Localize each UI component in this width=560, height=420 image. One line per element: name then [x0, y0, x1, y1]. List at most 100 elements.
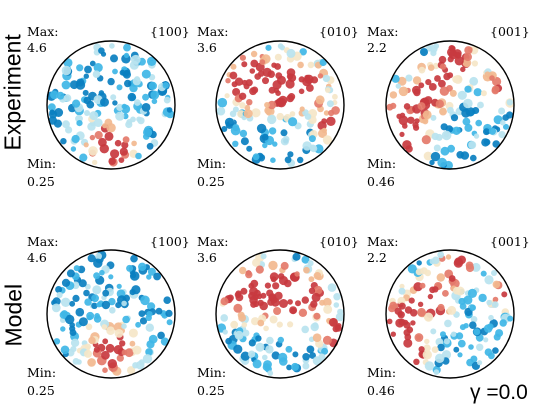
- pole-point: [87, 254, 96, 263]
- pole-point: [295, 300, 301, 307]
- pole-point: [310, 145, 318, 153]
- pole-point: [421, 135, 431, 145]
- pole-point: [429, 258, 436, 265]
- pole-point: [500, 119, 506, 126]
- pole-point: [84, 298, 92, 306]
- pole-point: [297, 156, 304, 164]
- pole-point: [272, 282, 280, 290]
- pole-point: [309, 352, 316, 359]
- pole-point: [145, 348, 153, 356]
- pole-point: [72, 99, 81, 108]
- min-value: 0.25: [197, 174, 225, 189]
- row-label-experiment: Experiment: [0, 34, 26, 151]
- pole-point: [285, 345, 293, 353]
- pole-point: [506, 111, 514, 119]
- pole-point: [62, 120, 70, 129]
- pole-point: [307, 260, 314, 267]
- pole-point: [122, 136, 130, 144]
- pole-figure-outline: [385, 40, 515, 170]
- pole-point: [118, 157, 125, 163]
- pole-point: [56, 91, 65, 100]
- pole-point: [424, 269, 432, 277]
- pole-point: [240, 137, 249, 146]
- pole-point: [233, 303, 243, 313]
- pole-point: [256, 123, 267, 134]
- pole-point: [386, 103, 394, 111]
- pole-point: [131, 285, 141, 295]
- pole-point: [336, 323, 342, 329]
- pole-point: [501, 291, 508, 298]
- pole-point: [119, 147, 128, 156]
- pole-point: [108, 274, 114, 280]
- pole-point: [98, 47, 105, 54]
- pole-point: [269, 272, 279, 282]
- pole-point: [265, 44, 272, 51]
- pole-point: [420, 48, 428, 57]
- pole-point: [457, 352, 463, 358]
- pole-point: [216, 106, 226, 116]
- pole-point: [289, 111, 296, 117]
- pole-point: [102, 289, 110, 297]
- pole-point: [302, 141, 312, 151]
- pole-point: [238, 92, 247, 100]
- family-label: {100}: [150, 234, 190, 249]
- pole-point: [506, 99, 513, 106]
- pole-point: [430, 328, 437, 335]
- pole-point: [326, 100, 334, 108]
- pole-point: [284, 156, 292, 164]
- max-label: Max:: [27, 234, 59, 249]
- pole-point: [69, 300, 76, 307]
- pole-point: [157, 331, 165, 340]
- pole-point: [239, 102, 246, 109]
- pole-point: [291, 362, 299, 371]
- pole-point: [49, 110, 58, 119]
- pole-point: [466, 358, 474, 367]
- pole-point: [284, 279, 292, 288]
- pole-point: [259, 59, 266, 65]
- pole-point: [407, 116, 415, 125]
- pole-point: [333, 293, 341, 301]
- pole-point: [98, 137, 107, 147]
- pole-point: [132, 345, 142, 355]
- pole-point: [403, 338, 413, 348]
- pole-point: [304, 74, 311, 81]
- pole-point: [304, 113, 312, 120]
- pole-point: [275, 90, 281, 96]
- pole-point: [116, 354, 124, 362]
- pole-point: [151, 98, 158, 105]
- pole-point: [267, 70, 275, 78]
- pole-point: [60, 138, 67, 145]
- pole-point: [454, 56, 464, 66]
- pole-point: [91, 302, 98, 309]
- pole-point: [239, 129, 248, 138]
- pole-point: [71, 134, 80, 144]
- pole-point: [65, 126, 73, 134]
- pole-point: [488, 127, 496, 135]
- pole-figure-experiment-010: [215, 40, 345, 170]
- min-value: 0.25: [27, 174, 55, 189]
- pole-point: [246, 99, 253, 106]
- max-value: 2.2: [367, 40, 387, 55]
- pole-point: [124, 348, 134, 358]
- pole-point: [252, 258, 261, 267]
- pole-point: [436, 273, 445, 282]
- pole-point: [83, 289, 90, 297]
- pole-point: [51, 303, 61, 313]
- pole-point: [507, 315, 514, 322]
- pole-point: [444, 319, 452, 328]
- pole-point: [395, 318, 405, 328]
- pole-point: [276, 112, 284, 121]
- pole-point: [318, 353, 326, 361]
- pole-point: [422, 110, 432, 120]
- pole-point: [465, 261, 474, 270]
- pole-point: [310, 76, 319, 84]
- pole-point: [121, 349, 128, 356]
- pole-point: [262, 354, 268, 361]
- pole-point: [437, 251, 445, 259]
- pole-point: [498, 107, 506, 115]
- pole-point: [91, 294, 99, 303]
- pole-point: [398, 86, 409, 97]
- pole-point: [439, 86, 450, 96]
- pole-point: [390, 331, 396, 337]
- pole-point: [465, 107, 475, 117]
